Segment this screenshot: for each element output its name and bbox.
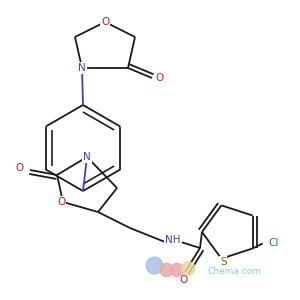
- Text: S: S: [220, 256, 227, 267]
- Text: O: O: [57, 197, 65, 207]
- Text: O: O: [101, 17, 109, 27]
- Text: NH: NH: [165, 235, 181, 245]
- Text: O: O: [179, 275, 187, 285]
- Text: N: N: [78, 63, 86, 73]
- Circle shape: [170, 263, 184, 277]
- Text: Chema.com: Chema.com: [207, 267, 261, 276]
- Text: Cl: Cl: [268, 238, 279, 248]
- Text: O: O: [16, 163, 24, 173]
- Circle shape: [146, 257, 163, 274]
- Circle shape: [182, 262, 195, 275]
- Circle shape: [160, 263, 173, 277]
- Text: O: O: [156, 73, 164, 83]
- Text: N: N: [83, 152, 91, 162]
